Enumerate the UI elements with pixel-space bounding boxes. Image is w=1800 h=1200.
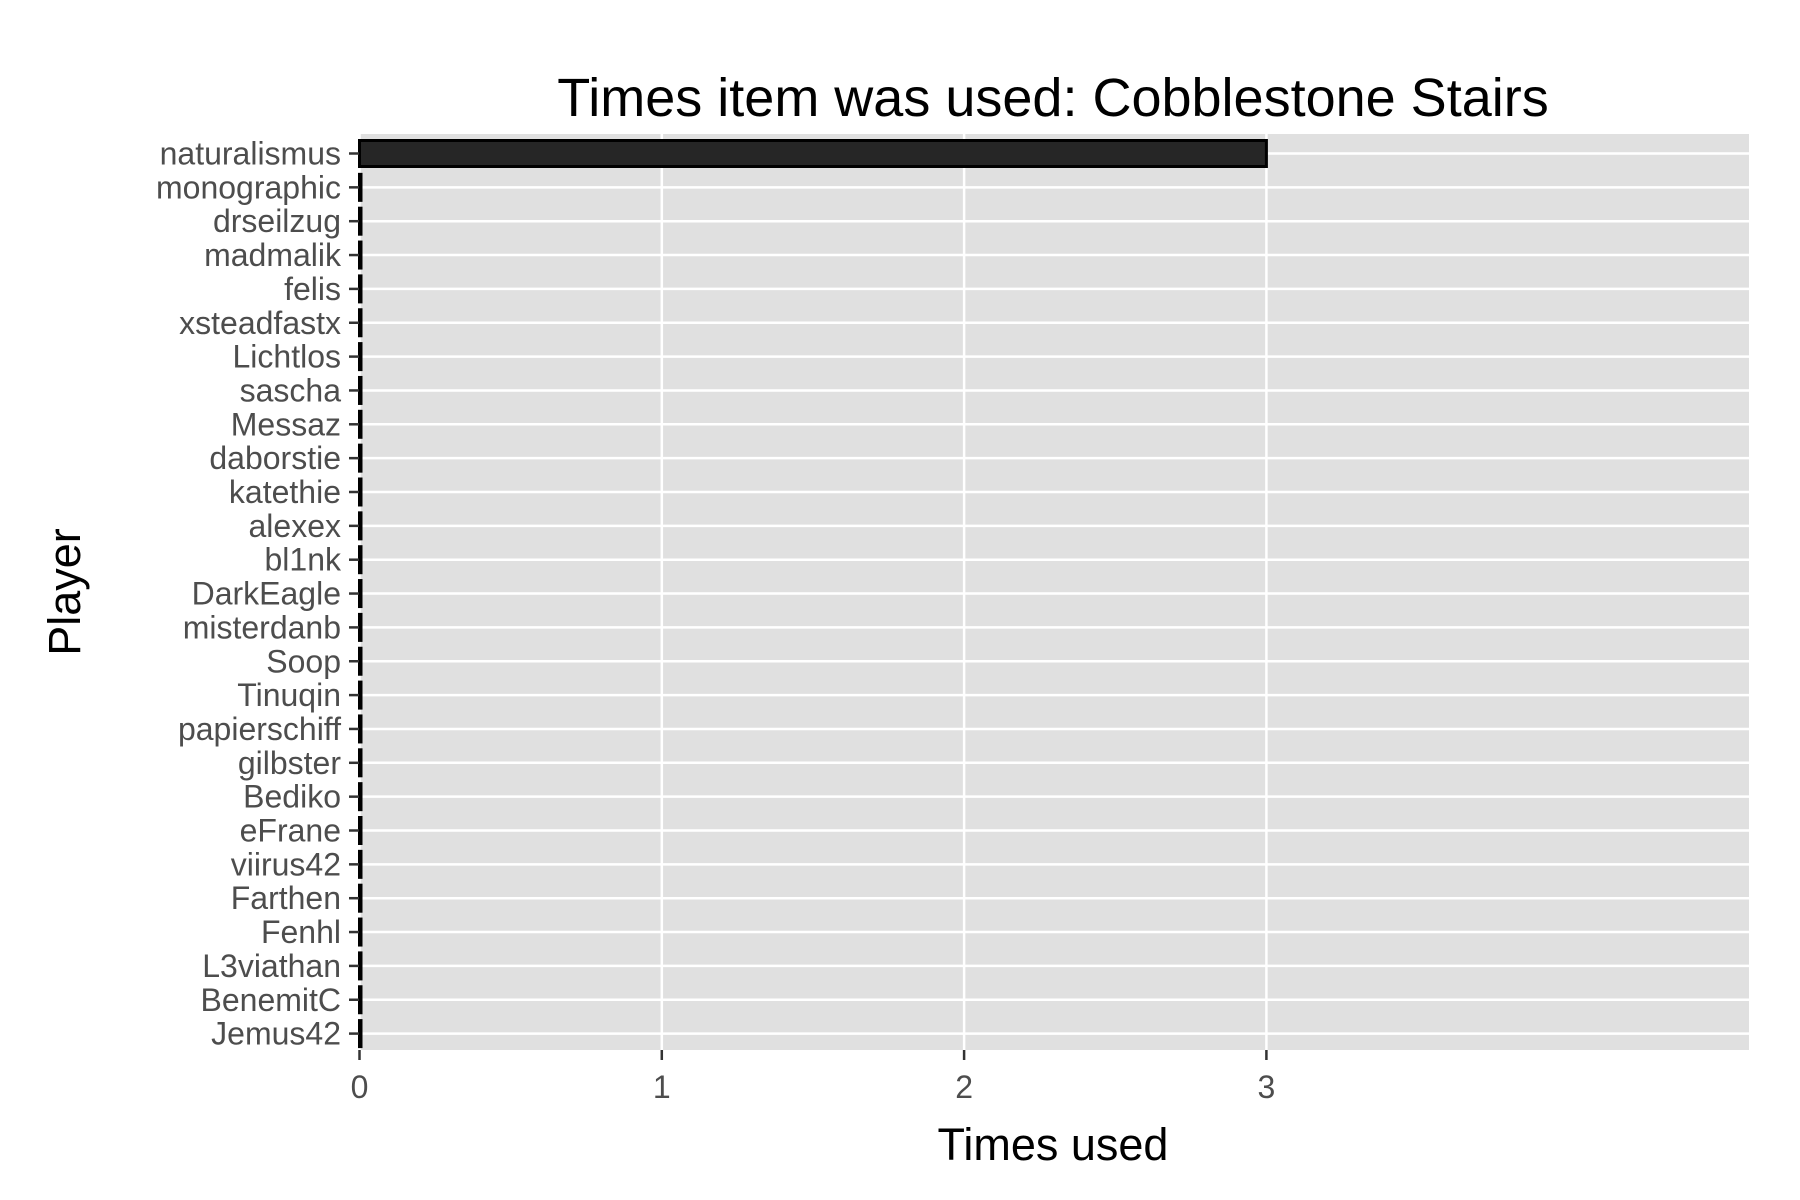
- x-tick-label: 3: [1258, 1069, 1276, 1105]
- y-tick-label: daborstie: [209, 440, 341, 476]
- bar: [358, 748, 363, 778]
- bar: [358, 443, 363, 473]
- bar: [358, 375, 363, 405]
- y-tick-label: BenemitC: [201, 982, 342, 1018]
- bar: [358, 511, 363, 541]
- x-tick-label: 0: [351, 1069, 369, 1105]
- y-tick-label: eFrane: [240, 813, 341, 849]
- bar: [358, 816, 363, 845]
- bar: [358, 240, 363, 270]
- y-tick-label: drseilzug: [213, 203, 341, 239]
- bar: [358, 409, 363, 439]
- bar: [358, 274, 363, 304]
- bar: [358, 342, 363, 372]
- bar: [358, 579, 363, 609]
- bar: [358, 883, 363, 913]
- y-tick-label: Tinuqin: [237, 677, 341, 713]
- bars: [358, 139, 1268, 1049]
- axis-ticks: [349, 152, 1268, 1060]
- bar: [358, 612, 363, 642]
- bar: [358, 782, 363, 812]
- bar: [358, 680, 363, 710]
- y-tick-label: katethie: [229, 474, 341, 510]
- y-tick-label: Jemus42: [211, 1016, 341, 1052]
- y-tick-label: papierschiff: [178, 711, 341, 747]
- grid-lines: [358, 134, 1749, 1050]
- panel-background: [359, 134, 1749, 1050]
- y-tick-label: viirus42: [231, 846, 341, 882]
- tick-labels: naturalismusmonographicdrseilzugmadmalik…: [156, 136, 1275, 1106]
- bar: [358, 917, 363, 947]
- bar: [358, 714, 363, 744]
- y-tick-label: bl1nk: [265, 542, 343, 578]
- y-tick-label: xsteadfastx: [179, 305, 341, 341]
- y-tick-label: Fenhl: [261, 914, 341, 950]
- y-tick-label: alexex: [249, 508, 342, 544]
- x-tick-label: 1: [653, 1069, 671, 1105]
- y-tick-label: naturalismus: [160, 136, 341, 172]
- y-tick-label: DarkEagle: [192, 576, 341, 612]
- x-tick-label: 2: [955, 1069, 973, 1105]
- bar: [358, 206, 363, 236]
- bar: [358, 172, 363, 202]
- bar: [358, 545, 363, 575]
- y-tick-label: L3viathan: [202, 948, 341, 984]
- y-tick-label: monographic: [156, 169, 341, 205]
- chart-title: Times item was used: Cobblestone Stairs: [557, 68, 1548, 128]
- y-tick-label: felis: [284, 271, 341, 307]
- y-axis-title: Player: [39, 528, 90, 656]
- y-tick-label: Messaz: [231, 406, 341, 442]
- y-tick-label: Bediko: [243, 779, 341, 815]
- bar: [358, 308, 363, 338]
- y-tick-label: Soop: [266, 643, 341, 679]
- y-tick-label: gilbster: [238, 745, 342, 781]
- x-axis-title: Times used: [938, 1119, 1169, 1170]
- bar: [358, 139, 1268, 168]
- bar: [358, 985, 363, 1015]
- y-tick-label: Lichtlos: [233, 339, 342, 375]
- bar: [358, 951, 363, 981]
- y-tick-label: madmalik: [204, 237, 342, 273]
- bar: [358, 849, 363, 879]
- y-tick-label: sascha: [240, 372, 342, 408]
- y-tick-label: misterdanb: [183, 609, 341, 645]
- y-tick-label: Farthen: [231, 880, 341, 916]
- bar: [358, 646, 363, 676]
- bar: [358, 1019, 363, 1049]
- bar: [358, 477, 363, 507]
